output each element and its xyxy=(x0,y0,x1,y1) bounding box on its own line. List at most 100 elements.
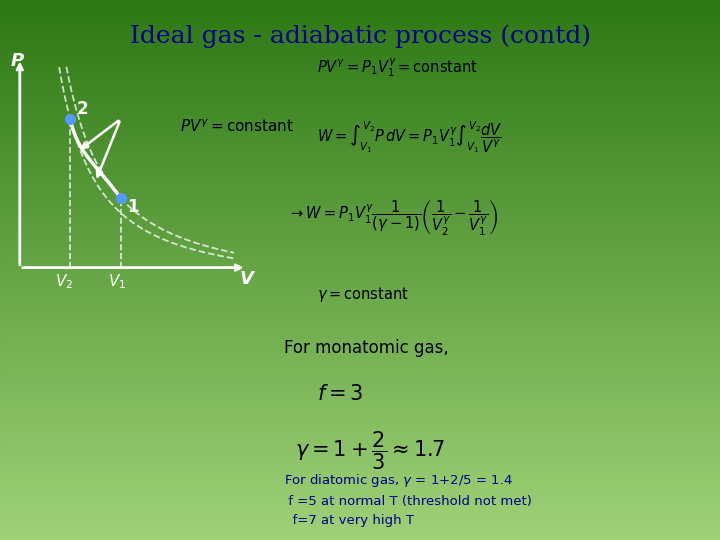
Bar xyxy=(0,431,720,432)
Bar xyxy=(0,70,720,71)
Bar xyxy=(0,9,720,11)
Bar xyxy=(0,139,720,140)
Bar xyxy=(0,216,720,217)
Bar xyxy=(0,165,720,166)
Bar xyxy=(0,481,720,482)
Bar xyxy=(0,115,720,116)
Bar xyxy=(0,58,720,59)
Bar xyxy=(0,204,720,205)
Bar xyxy=(0,444,720,446)
Bar xyxy=(0,456,720,458)
Bar xyxy=(0,27,720,28)
Bar xyxy=(0,111,720,112)
Bar xyxy=(0,327,720,328)
Bar xyxy=(0,191,720,192)
Bar xyxy=(0,378,720,379)
Bar xyxy=(0,51,720,53)
Bar xyxy=(0,192,720,193)
Bar xyxy=(0,503,720,505)
Bar xyxy=(0,362,720,363)
Bar xyxy=(0,442,720,443)
Bar xyxy=(0,373,720,374)
Bar xyxy=(0,501,720,502)
Bar xyxy=(0,405,720,406)
Bar xyxy=(0,146,720,147)
Bar xyxy=(0,56,720,57)
Bar xyxy=(0,189,720,191)
Bar xyxy=(0,0,720,2)
Bar xyxy=(0,256,720,258)
Bar xyxy=(0,348,720,350)
Bar xyxy=(0,249,720,251)
Bar xyxy=(0,500,720,501)
Bar xyxy=(0,85,720,86)
Bar xyxy=(0,325,720,327)
Bar xyxy=(0,220,720,221)
Bar xyxy=(0,159,720,160)
Bar xyxy=(0,221,720,222)
Bar xyxy=(0,127,720,128)
Bar xyxy=(0,363,720,364)
Bar xyxy=(0,59,720,60)
Bar xyxy=(0,86,720,87)
Bar xyxy=(0,455,720,456)
Bar xyxy=(0,303,720,305)
Bar xyxy=(0,377,720,378)
Bar xyxy=(0,118,720,119)
Bar xyxy=(0,308,720,309)
Bar xyxy=(0,108,720,109)
Bar xyxy=(0,291,720,292)
Bar xyxy=(0,61,720,62)
Bar xyxy=(0,143,720,145)
Bar xyxy=(0,394,720,395)
Bar xyxy=(0,266,720,267)
Bar xyxy=(0,422,720,424)
Bar xyxy=(0,196,720,197)
Bar xyxy=(0,185,720,186)
Bar xyxy=(0,65,720,66)
Bar xyxy=(0,202,720,204)
Bar xyxy=(0,209,720,211)
Bar xyxy=(0,35,720,36)
Bar xyxy=(0,483,720,485)
Bar xyxy=(0,384,720,386)
Bar xyxy=(0,486,720,487)
Bar xyxy=(0,237,720,238)
Bar xyxy=(0,413,720,415)
Bar xyxy=(0,259,720,260)
Text: $f = 3$: $f = 3$ xyxy=(317,384,364,404)
Bar xyxy=(0,71,720,73)
Bar xyxy=(0,474,720,475)
Bar xyxy=(0,338,720,339)
Bar xyxy=(0,98,720,100)
Bar xyxy=(0,502,720,503)
Bar xyxy=(0,12,720,14)
Bar xyxy=(0,170,720,172)
Bar xyxy=(0,368,720,370)
Bar xyxy=(0,343,720,345)
Bar xyxy=(0,24,720,25)
Bar xyxy=(0,28,720,30)
Bar xyxy=(0,36,720,38)
Bar xyxy=(0,476,720,478)
Bar xyxy=(0,462,720,463)
Bar xyxy=(0,162,720,163)
Bar xyxy=(0,451,720,453)
Bar xyxy=(0,251,720,252)
Bar xyxy=(0,374,720,375)
Bar xyxy=(0,421,720,422)
Bar xyxy=(0,174,720,176)
Text: $PV^{\gamma} = \mathrm{constant}$: $PV^{\gamma} = \mathrm{constant}$ xyxy=(180,119,294,135)
Bar xyxy=(0,459,720,460)
Bar xyxy=(0,480,720,481)
Bar xyxy=(0,14,720,15)
Bar xyxy=(0,63,720,65)
Bar xyxy=(0,437,720,438)
Bar xyxy=(0,406,720,408)
Bar xyxy=(0,355,720,356)
Bar xyxy=(0,206,720,208)
Bar xyxy=(0,126,720,127)
Bar xyxy=(0,227,720,228)
Bar xyxy=(0,54,720,56)
Bar xyxy=(0,310,720,312)
